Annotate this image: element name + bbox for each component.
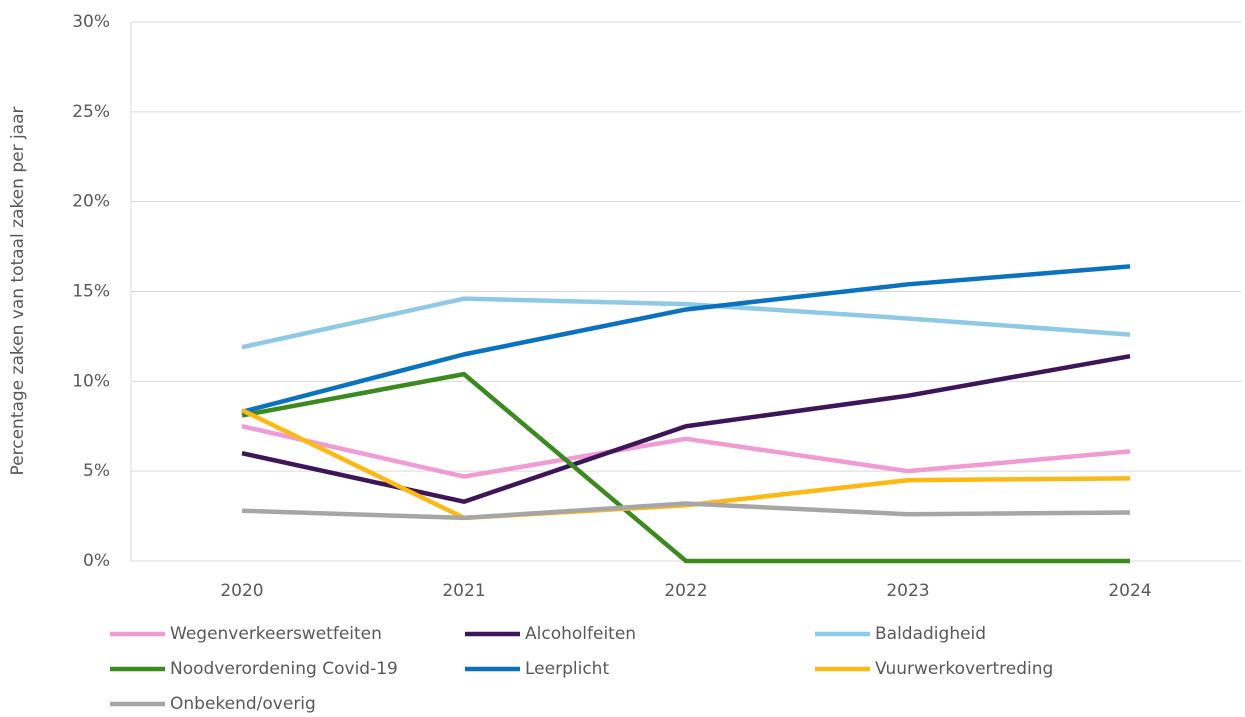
y-tick-label: 25% <box>72 102 110 122</box>
y-axis-label: Percentage zaken van totaal zaken per ja… <box>8 106 28 475</box>
series-line <box>241 264 1131 415</box>
legend-label: Noodverordening Covid-19 <box>170 659 398 679</box>
x-tick-label: 2020 <box>220 581 263 601</box>
legend-label: Wegenverkeerswetfeiten <box>170 624 382 644</box>
y-tick-label: 15% <box>72 282 110 302</box>
x-tick-label: 2023 <box>886 581 929 601</box>
x-tick-label: 2021 <box>442 581 485 601</box>
legend-label: Vuurwerkovertreding <box>875 659 1053 679</box>
y-tick-label: 30% <box>72 12 110 32</box>
y-tick-label: 5% <box>83 461 110 481</box>
x-tick-label: 2022 <box>664 581 707 601</box>
legend-label: Baldadigheid <box>875 624 986 644</box>
series-line <box>241 501 1131 521</box>
legend-label: Onbekend/overig <box>170 694 316 714</box>
series-line <box>241 371 1130 564</box>
series-line <box>241 296 1131 350</box>
legend-label: Leerplicht <box>525 659 609 679</box>
x-tick-label: 2024 <box>1108 581 1151 601</box>
series-line <box>241 353 1131 504</box>
legend-label: Alcoholfeiten <box>525 624 636 644</box>
series-line <box>241 424 1131 479</box>
y-tick-label: 10% <box>72 371 110 391</box>
y-tick-label: 20% <box>72 192 110 212</box>
y-tick-label: 0% <box>83 551 110 571</box>
